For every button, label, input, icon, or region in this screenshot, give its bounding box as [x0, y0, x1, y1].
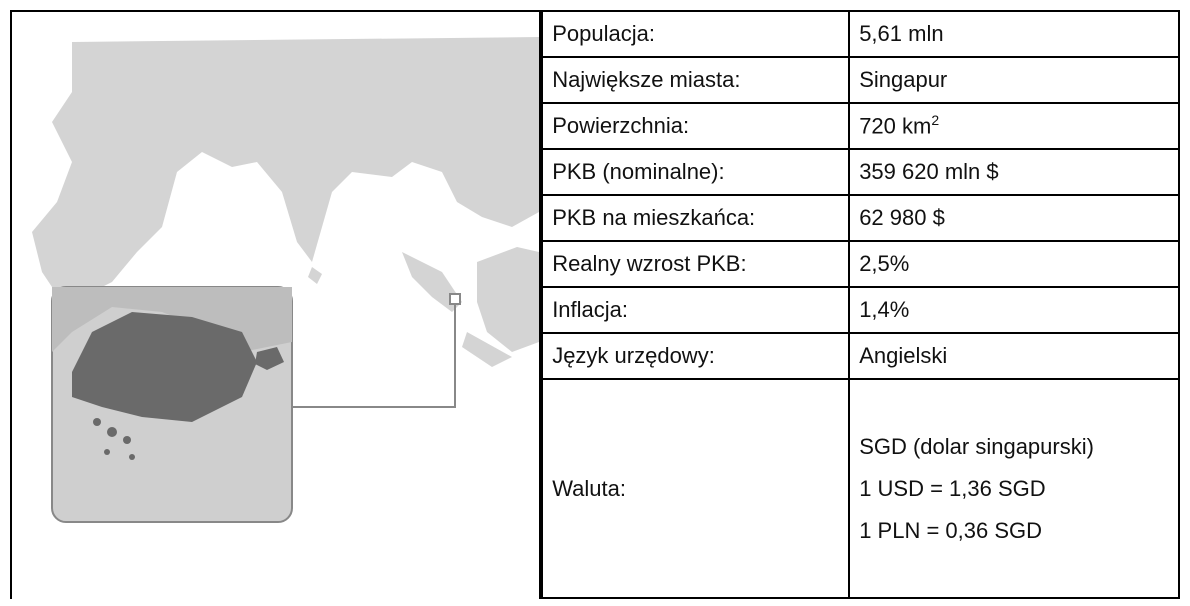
value-text: 359 620 mln $ — [859, 159, 999, 184]
row: PKB (nominalne): 359 620 mln $ — [541, 148, 1178, 196]
value-cell: 5,61 mln — [848, 12, 1178, 58]
row: Populacja: 5,61 mln — [541, 12, 1178, 58]
value-cell: 1,4% — [848, 286, 1178, 334]
page: Populacja: 5,61 mln Największe miasta: Sing… — [10, 10, 1180, 599]
label-cell: Inflacja: — [541, 286, 851, 334]
label-cell: PKB (nominalne): — [541, 148, 851, 196]
row: Realny wzrost PKB: 2,5% — [541, 240, 1178, 288]
value-line: 1 PLN = 0,36 SGD — [859, 517, 1043, 543]
value-text: 5,61 mln — [859, 21, 944, 46]
row: Inflacja: 1,4% — [541, 286, 1178, 334]
label-cell: Populacja: — [541, 12, 851, 58]
value-text: 1,4% — [859, 297, 910, 322]
superscript: 2 — [931, 112, 940, 129]
map — [12, 12, 542, 599]
value-cell: 2,5% — [848, 240, 1178, 288]
row: Język urzędowy: Angielski — [541, 332, 1178, 380]
value-text: 720 km — [859, 113, 932, 139]
value-text: 62 980 $ — [859, 205, 945, 230]
label-cell: Największe miasta: — [541, 56, 851, 104]
label-cell: Waluta: — [541, 378, 851, 599]
row: Największe miasta: Singapur — [541, 56, 1178, 104]
info-table: Populacja: 5,61 mln Największe miasta: Sing… — [541, 12, 1178, 599]
label-cell: Realny wzrost PKB: — [541, 240, 851, 288]
label-cell: Język urzędowy: — [541, 332, 851, 380]
value-cell: Angielski — [848, 332, 1178, 380]
label-cell: PKB na mieszkańca: — [541, 194, 851, 242]
row: PKB na mieszkańca: 62 980 $ — [541, 194, 1178, 242]
row: Waluta: SGD (dolar singapurski) 1 USD = 1,… — [541, 378, 1178, 599]
value-cell: 359 620 mln $ — [848, 148, 1178, 196]
value-text: Singapur — [859, 67, 948, 92]
value-line: SGD (dolar singapurski) — [859, 433, 1094, 459]
value-cell: Singapur — [848, 56, 1178, 104]
row: Powierzchnia: 720 km2 — [541, 102, 1178, 150]
value-cell: 62 980 $ — [848, 194, 1178, 242]
value-cell: SGD (dolar singapurski) 1 USD = 1,36 SGD 1… — [848, 378, 1178, 599]
label-cell: Powierzchnia: — [541, 102, 851, 150]
value-cell: 720 km2 — [848, 102, 1178, 150]
value-text: 2,5% — [859, 251, 910, 276]
value-text: Angielski — [859, 343, 948, 368]
map-image — [32, 37, 539, 523]
value-line: 1 USD = 1,36 SGD — [859, 475, 1046, 501]
